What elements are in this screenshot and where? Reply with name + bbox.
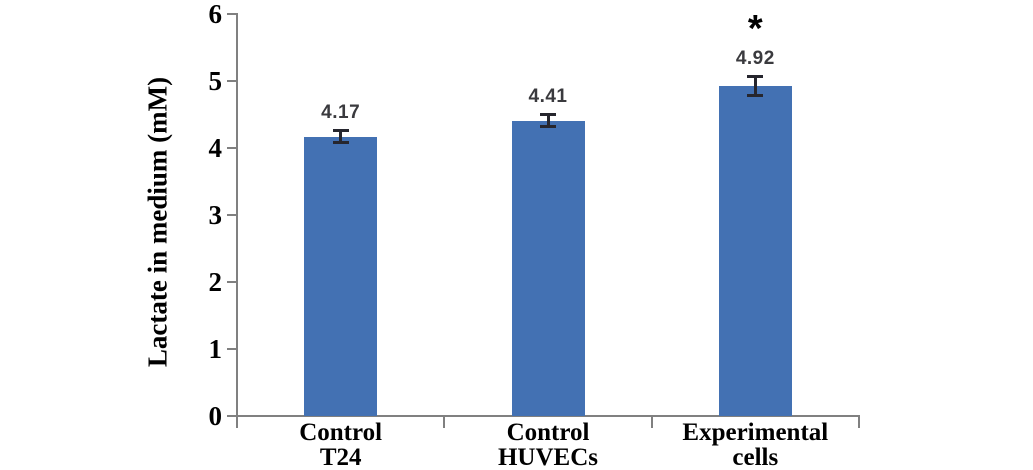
bar-control-huvecs: [511, 120, 585, 416]
x-category-line: Control: [506, 419, 590, 446]
bar-value-label: 4.92: [735, 48, 775, 70]
y-tick-label: 1: [208, 334, 223, 364]
y-tick-label: 0: [208, 401, 223, 431]
x-category-line: T24: [319, 444, 362, 470]
error-bar-line: [546, 113, 550, 128]
y-tick: [227, 147, 238, 149]
x-tick: [236, 412, 238, 428]
x-category-line: Control: [299, 419, 383, 446]
x-axis-line: [236, 415, 860, 417]
y-tick: [227, 281, 238, 283]
x-category-line: HUVECs: [497, 444, 598, 470]
bar-control-t24: [304, 136, 378, 416]
y-tick: [227, 415, 238, 417]
y-tick: [227, 80, 238, 82]
y-tick: [227, 13, 238, 15]
x-tick: [443, 416, 445, 428]
bar-value-label: 4.41: [528, 85, 568, 107]
y-tick-label: 2: [208, 267, 223, 297]
x-category-line: cells: [732, 444, 779, 470]
x-tick: [858, 416, 860, 428]
x-tick: [651, 416, 653, 428]
significance-asterisk: *: [747, 8, 763, 51]
y-tick-label: 3: [208, 200, 223, 230]
bar-experimental-cells: [718, 86, 792, 416]
error-bar-cap-bottom: [540, 125, 556, 129]
x-category-line: Experimental: [682, 419, 829, 446]
y-tick-label: 6: [208, 0, 223, 29]
x-category-control-huvecs: Control HUVECs: [438, 420, 658, 470]
y-tick-label: 4: [208, 133, 223, 163]
error-bar-cap-bottom: [747, 94, 764, 98]
error-bar-cap-bottom: [332, 141, 349, 145]
error-bar-cap-top: [332, 128, 349, 132]
y-tick: [227, 214, 238, 216]
error-bar-cap-top: [747, 75, 764, 79]
y-tick: [227, 348, 238, 350]
y-axis-title: Lactate in medium (mM): [142, 76, 173, 368]
error-bar-cap-top: [540, 112, 556, 116]
error-bar-line: [753, 76, 757, 97]
x-category-control-t24: Control T24: [231, 420, 451, 470]
error-bar-line: [339, 129, 343, 144]
x-category-experimental-cells: Experimental cells: [645, 420, 865, 470]
y-tick-label: 5: [208, 66, 223, 96]
bar-value-label: 4.17: [321, 101, 361, 123]
